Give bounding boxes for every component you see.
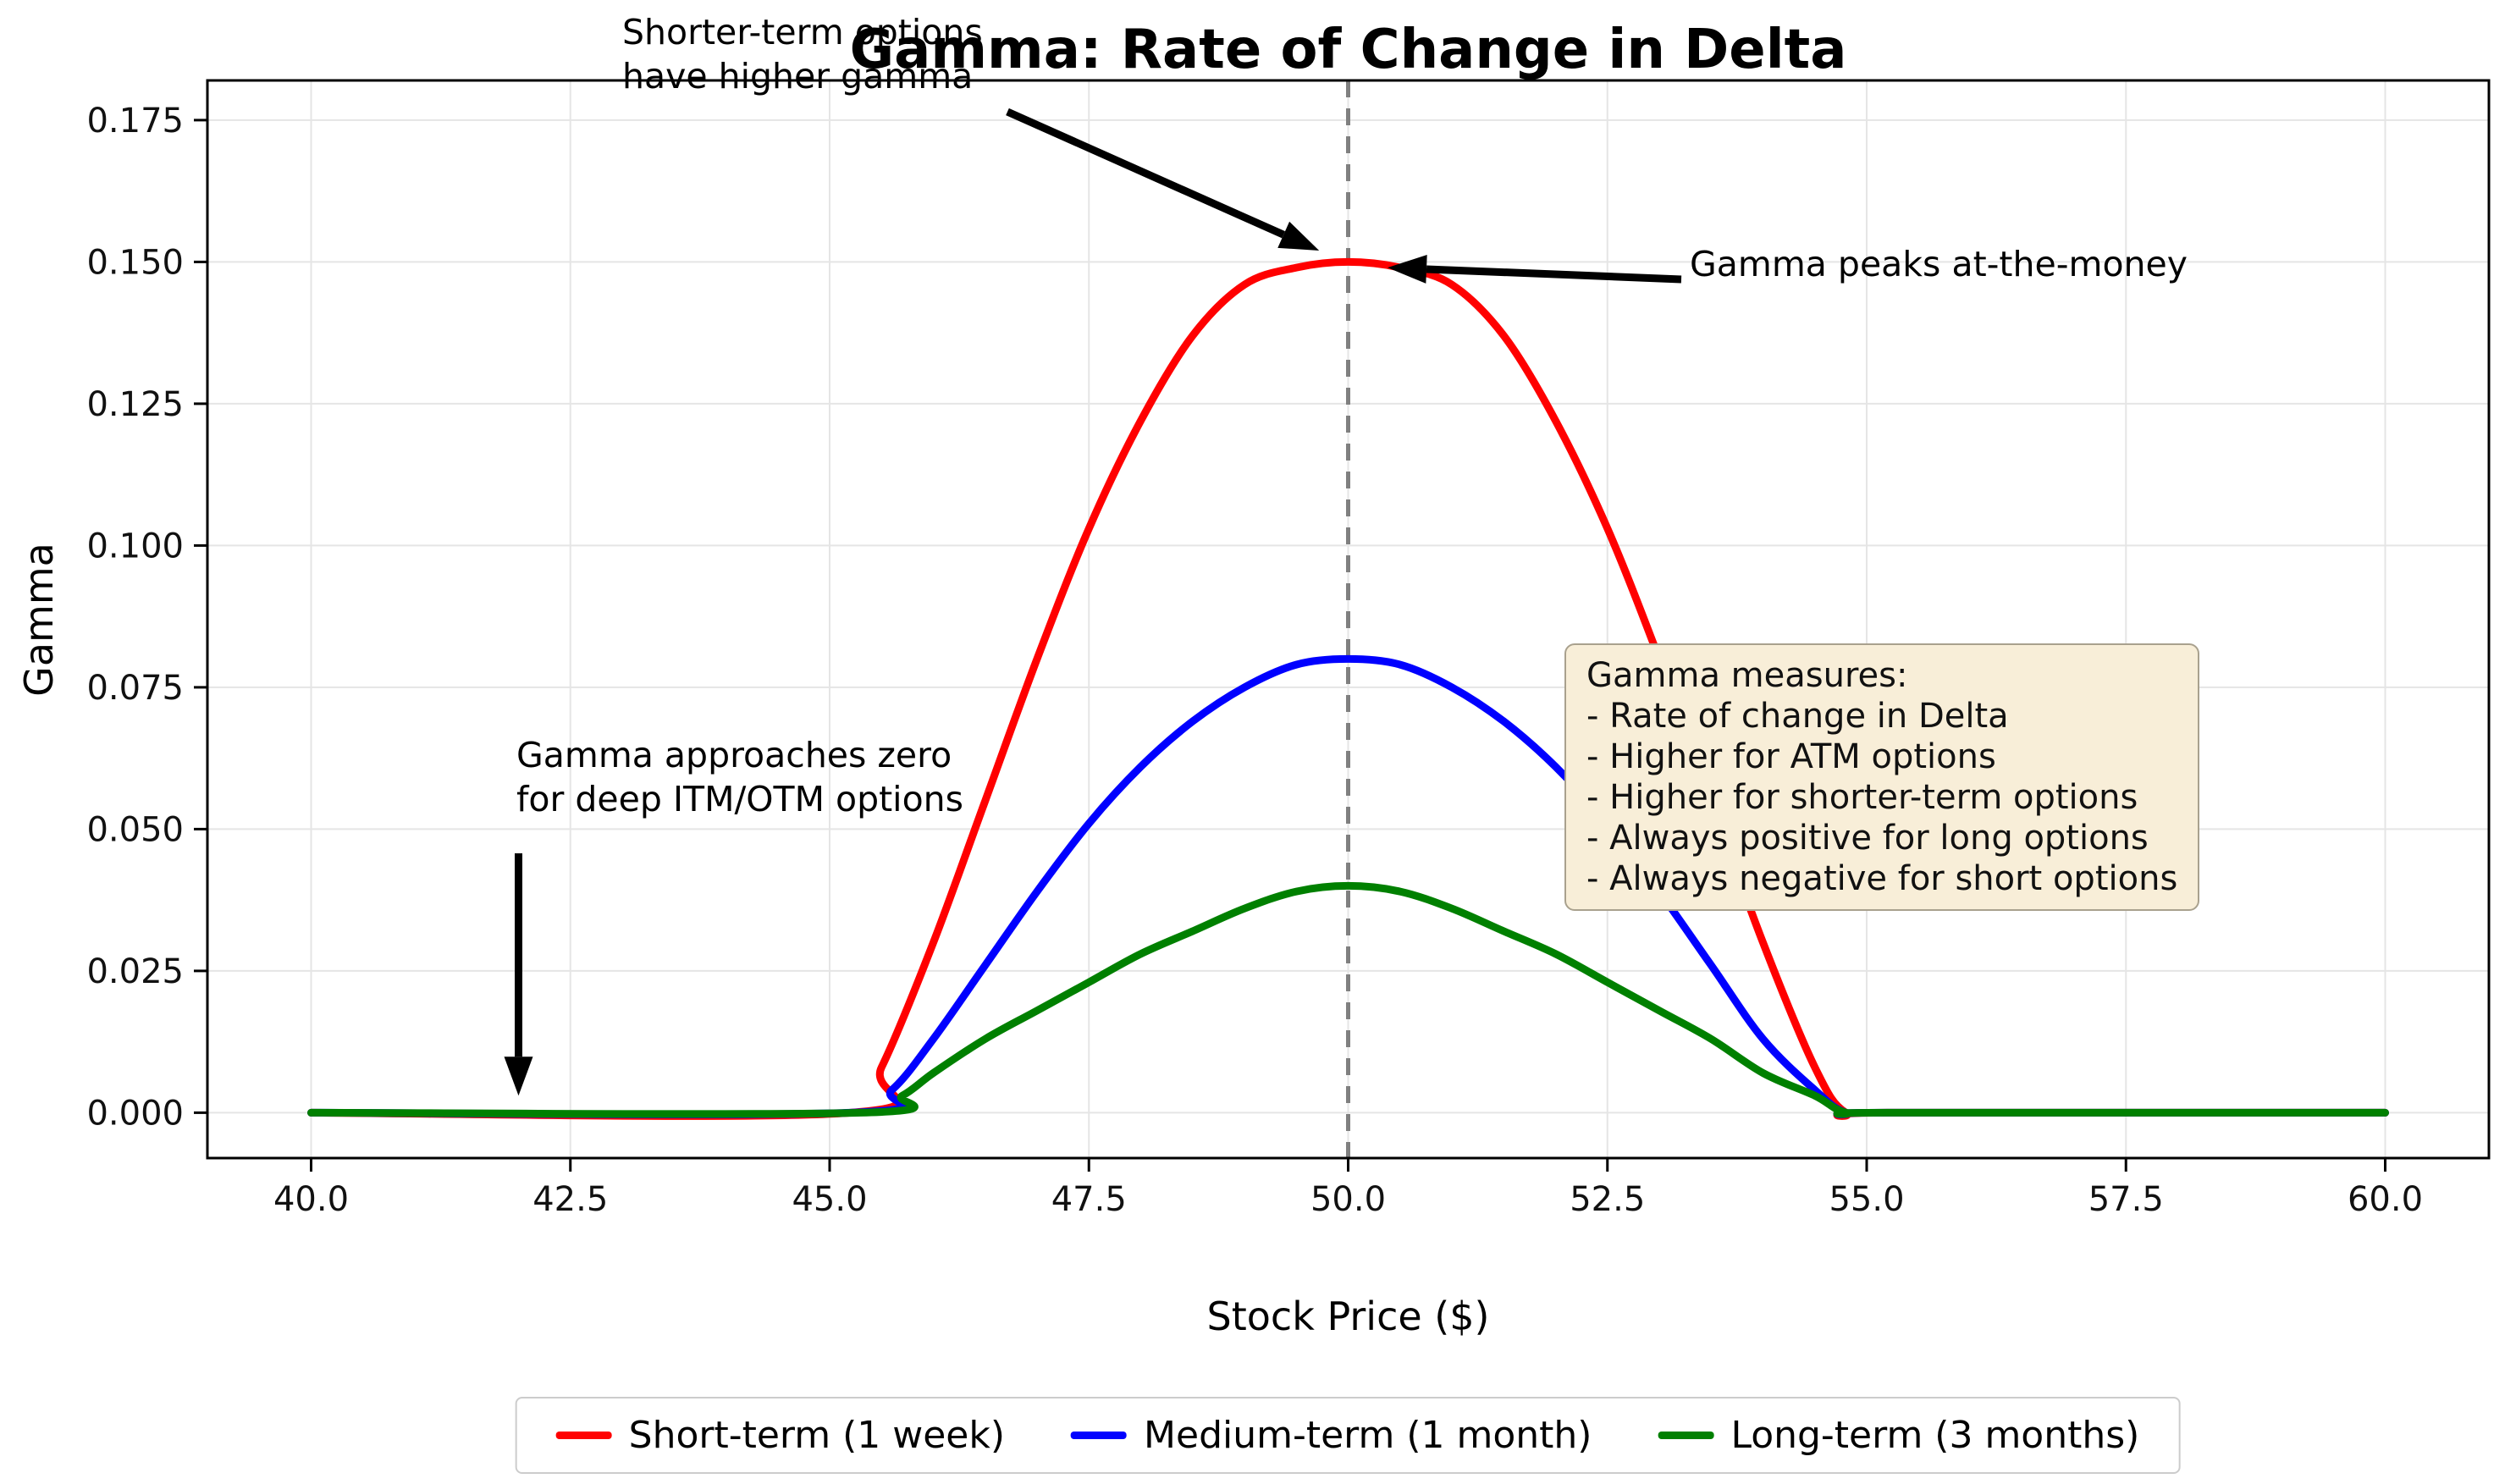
x-tick-label: 57.5 [2088, 1180, 2164, 1219]
chart-title: Gamma: Rate of Change in Delta [849, 19, 1847, 81]
y-tick-label: 0.000 [86, 1094, 184, 1133]
legend-label-short-term: Short-term (1 week) [628, 1414, 1006, 1457]
series-line-0 [307, 257, 2389, 1120]
arrow-shorter-term-head [1277, 221, 1320, 251]
annotation-gamma-approaches-zero: Gamma approaches zero for deep ITM/OTM o… [516, 735, 963, 820]
x-tick-label: 42.5 [532, 1180, 608, 1219]
x-axis-label: Stock Price ($) [1206, 1294, 1490, 1339]
arrow-peak-atm-head [1388, 254, 1427, 284]
legend-swatch-medium-term [1071, 1432, 1128, 1439]
legend: Short-term (1 week) Medium-term (1 month… [515, 1397, 2181, 1474]
y-tick-label: 0.100 [86, 527, 184, 565]
legend-item-long-term: Long-term (3 months) [1658, 1414, 2139, 1457]
x-tick-label: 52.5 [1570, 1180, 1645, 1219]
legend-swatch-short-term [555, 1432, 612, 1439]
legend-swatch-long-term [1658, 1432, 1714, 1439]
x-tick-label: 50.0 [1310, 1180, 1386, 1219]
arrow-shorter-term [1006, 108, 1286, 239]
x-tick-label: 55.0 [1829, 1180, 1904, 1219]
y-tick-label: 0.050 [86, 810, 184, 849]
annotation-shorter-term-higher-gamma: Shorter-term options have higher gamma [622, 12, 983, 97]
x-tick-label: 47.5 [1051, 1180, 1127, 1219]
legend-label-long-term: Long-term (3 months) [1730, 1414, 2140, 1457]
series-line-2 [307, 881, 2389, 1118]
y-tick-label: 0.175 [86, 102, 184, 141]
y-tick-label: 0.075 [86, 669, 184, 708]
legend-label-medium-term: Medium-term (1 month) [1144, 1414, 1592, 1457]
arrow-approaches-zero-head [504, 1056, 533, 1096]
y-tick-label: 0.125 [86, 385, 184, 424]
arrow-peak-atm [1426, 265, 1682, 284]
x-tick-label: 45.0 [792, 1180, 867, 1219]
x-tick-label: 60.0 [2348, 1180, 2423, 1219]
y-tick-label: 0.150 [86, 243, 184, 282]
x-tick-label: 40.0 [273, 1180, 349, 1219]
series-line-1 [307, 654, 2389, 1118]
y-axis-label: Gamma [16, 543, 62, 697]
y-tick-label: 0.025 [86, 952, 184, 991]
gamma-measures-infobox: Gamma measures: - Rate of change in Delt… [1564, 643, 2200, 911]
legend-item-medium-term: Medium-term (1 month) [1071, 1414, 1592, 1457]
annotation-gamma-peaks-atm: Gamma peaks at-the-money [1690, 244, 2188, 284]
legend-item-short-term: Short-term (1 week) [555, 1414, 1006, 1457]
